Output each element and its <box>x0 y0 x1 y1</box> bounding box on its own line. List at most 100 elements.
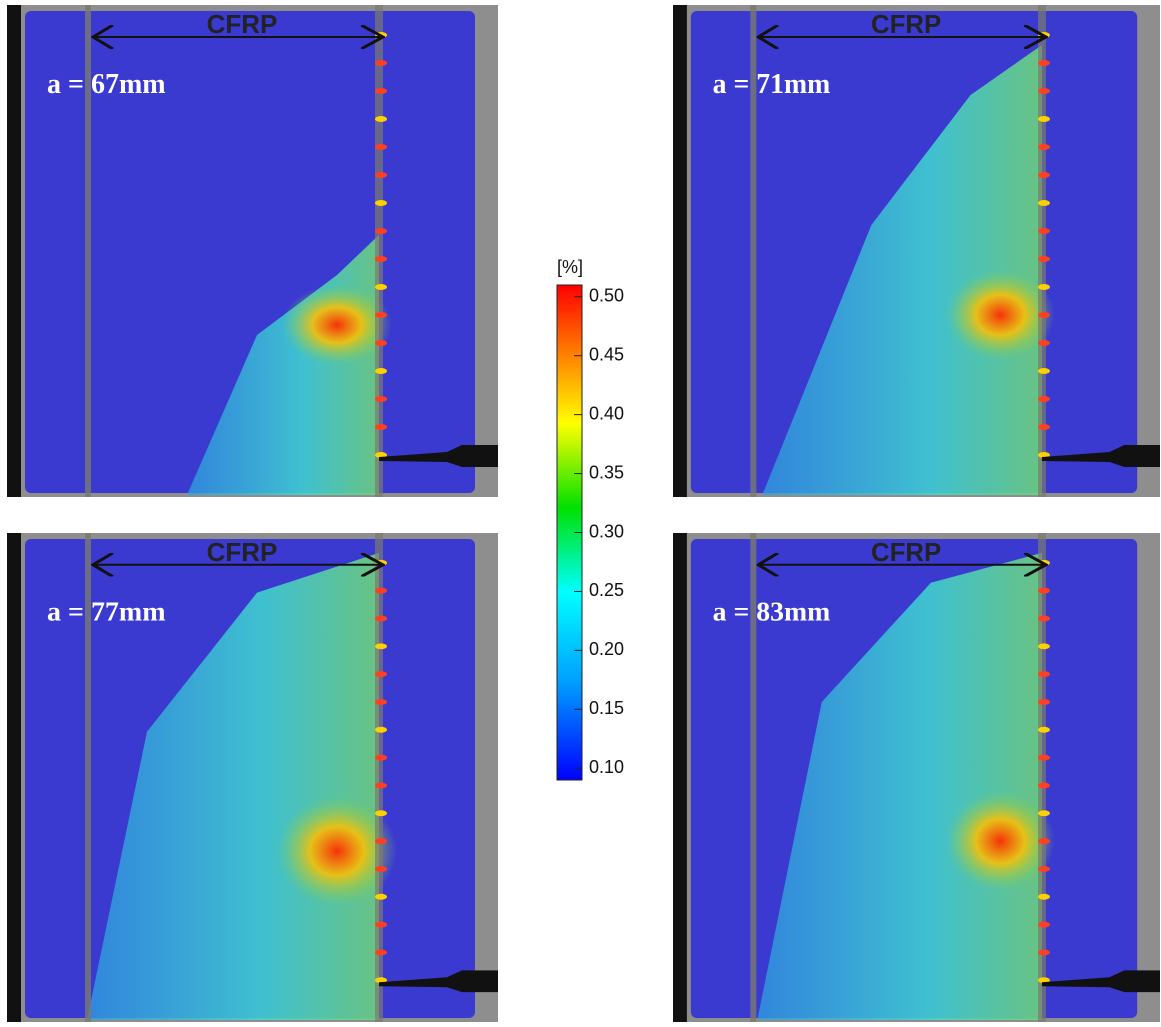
edge-hotspot <box>1038 782 1050 789</box>
cfrp-edge-right <box>1038 5 1046 497</box>
cfrp-edge-left <box>85 533 91 1023</box>
edge-hotspot <box>375 424 387 430</box>
edge-hotspot <box>375 949 387 956</box>
colorbar-tick-label: 0.40 <box>589 403 624 423</box>
edge-hotspot <box>1038 698 1050 705</box>
edge-hotspot <box>1038 726 1050 733</box>
edge-hotspot <box>1038 312 1050 318</box>
edge-hotspot <box>1038 671 1050 678</box>
edge-strip <box>673 533 687 1023</box>
edge-hotspot <box>375 726 387 733</box>
edge-hotspot <box>375 256 387 262</box>
edge-hotspot <box>375 643 387 650</box>
cfrp-label: CFRP <box>871 11 941 39</box>
edge-hotspot <box>375 340 387 346</box>
crack-length-label: a = 77mm <box>47 597 166 628</box>
strain-concentration <box>945 270 1055 360</box>
edge-hotspot <box>1038 200 1050 206</box>
crack-notch <box>1041 970 1160 993</box>
edge-hotspot <box>1038 340 1050 346</box>
edge-strip <box>7 533 21 1023</box>
crack-length-label: a = 83mm <box>713 596 831 627</box>
edge-hotspot <box>375 893 387 900</box>
edge-hotspot <box>1038 921 1050 928</box>
cfrp-edge-left <box>85 5 91 497</box>
edge-hotspot <box>1038 88 1050 94</box>
cfrp-edge-right <box>1038 533 1046 1023</box>
colorbar-tick-label: 0.20 <box>589 639 624 659</box>
colorbar-tick-label: 0.30 <box>589 521 624 541</box>
edge-hotspot <box>1038 116 1050 122</box>
cfrp-edge-right <box>375 533 383 1023</box>
colorbar-tick-label: 0.35 <box>589 462 624 482</box>
colorbar-tick-label: 0.45 <box>589 344 624 364</box>
edge-hotspot <box>375 172 387 178</box>
edge-hotspot <box>1038 615 1050 622</box>
edge-hotspot <box>375 921 387 928</box>
cfrp-label: CFRP <box>871 539 941 567</box>
edge-hotspot <box>1038 172 1050 178</box>
edge-strip <box>7 5 21 497</box>
edge-strip <box>673 5 687 497</box>
edge-hotspot <box>375 88 387 94</box>
edge-hotspot <box>1038 587 1050 594</box>
edge-hotspot <box>1038 893 1050 900</box>
strain-concentration <box>277 796 397 906</box>
edge-hotspot <box>375 116 387 122</box>
edge-hotspot <box>1038 865 1050 872</box>
colorbar: [%] 0.50 0.45 0.40 0.35 0.30 0.25 0.20 0.15 0.10 <box>556 257 624 781</box>
edge-hotspot <box>375 368 387 374</box>
strain-concentration <box>945 791 1055 891</box>
edge-hotspot <box>1038 256 1050 262</box>
edge-hotspot <box>375 754 387 761</box>
crack-notch <box>1041 445 1160 467</box>
edge-hotspot <box>1038 60 1050 66</box>
crack-notch <box>379 445 498 467</box>
colorbar-tick-label: 0.25 <box>589 580 624 600</box>
crack-length-label: a = 67mm <box>47 69 166 100</box>
edge-hotspot <box>375 200 387 206</box>
strain-field <box>762 45 1042 495</box>
edge-hotspot <box>375 810 387 817</box>
edge-hotspot <box>1038 144 1050 150</box>
edge-hotspot <box>1038 754 1050 761</box>
edge-hotspot <box>375 284 387 290</box>
edge-hotspot <box>1038 228 1050 234</box>
edge-hotspot <box>375 144 387 150</box>
edge-hotspot <box>1038 396 1050 402</box>
edge-hotspot <box>375 312 387 318</box>
edge-hotspot <box>1038 838 1050 845</box>
cfrp-edge-right <box>375 5 383 497</box>
edge-hotspot <box>375 615 387 622</box>
strain-concentration <box>282 285 392 365</box>
edge-hotspot <box>375 228 387 234</box>
colorbar-unit: [%] <box>557 257 583 277</box>
edge-hotspot <box>375 865 387 872</box>
panel: CFRP a = 71mm <box>673 5 1160 497</box>
edge-hotspot <box>1038 643 1050 650</box>
edge-hotspot <box>1038 424 1050 430</box>
panel: CFRP a = 83mm <box>673 533 1160 1023</box>
crack-notch <box>379 970 498 993</box>
edge-hotspot <box>375 60 387 66</box>
edge-hotspot <box>375 671 387 678</box>
cfrp-edge-left <box>750 5 757 497</box>
colorbar-tick-label: 0.15 <box>589 698 624 718</box>
cfrp-label: CFRP <box>207 539 278 567</box>
cfrp-edge-left <box>750 533 757 1023</box>
edge-hotspot <box>1038 368 1050 374</box>
edge-hotspot <box>1038 977 1050 984</box>
edge-hotspot <box>375 838 387 845</box>
edge-hotspot <box>1038 452 1050 458</box>
strain-field <box>87 552 379 1021</box>
edge-hotspot <box>1038 810 1050 817</box>
colorbar-tick-label: 0.10 <box>589 757 624 777</box>
crack-length-label: a = 71mm <box>713 69 831 100</box>
edge-hotspot <box>375 587 387 594</box>
strain-field <box>757 552 1042 1021</box>
panel: CFRP a = 77mm <box>7 533 498 1023</box>
edge-hotspot <box>375 698 387 705</box>
edge-hotspot <box>375 782 387 789</box>
